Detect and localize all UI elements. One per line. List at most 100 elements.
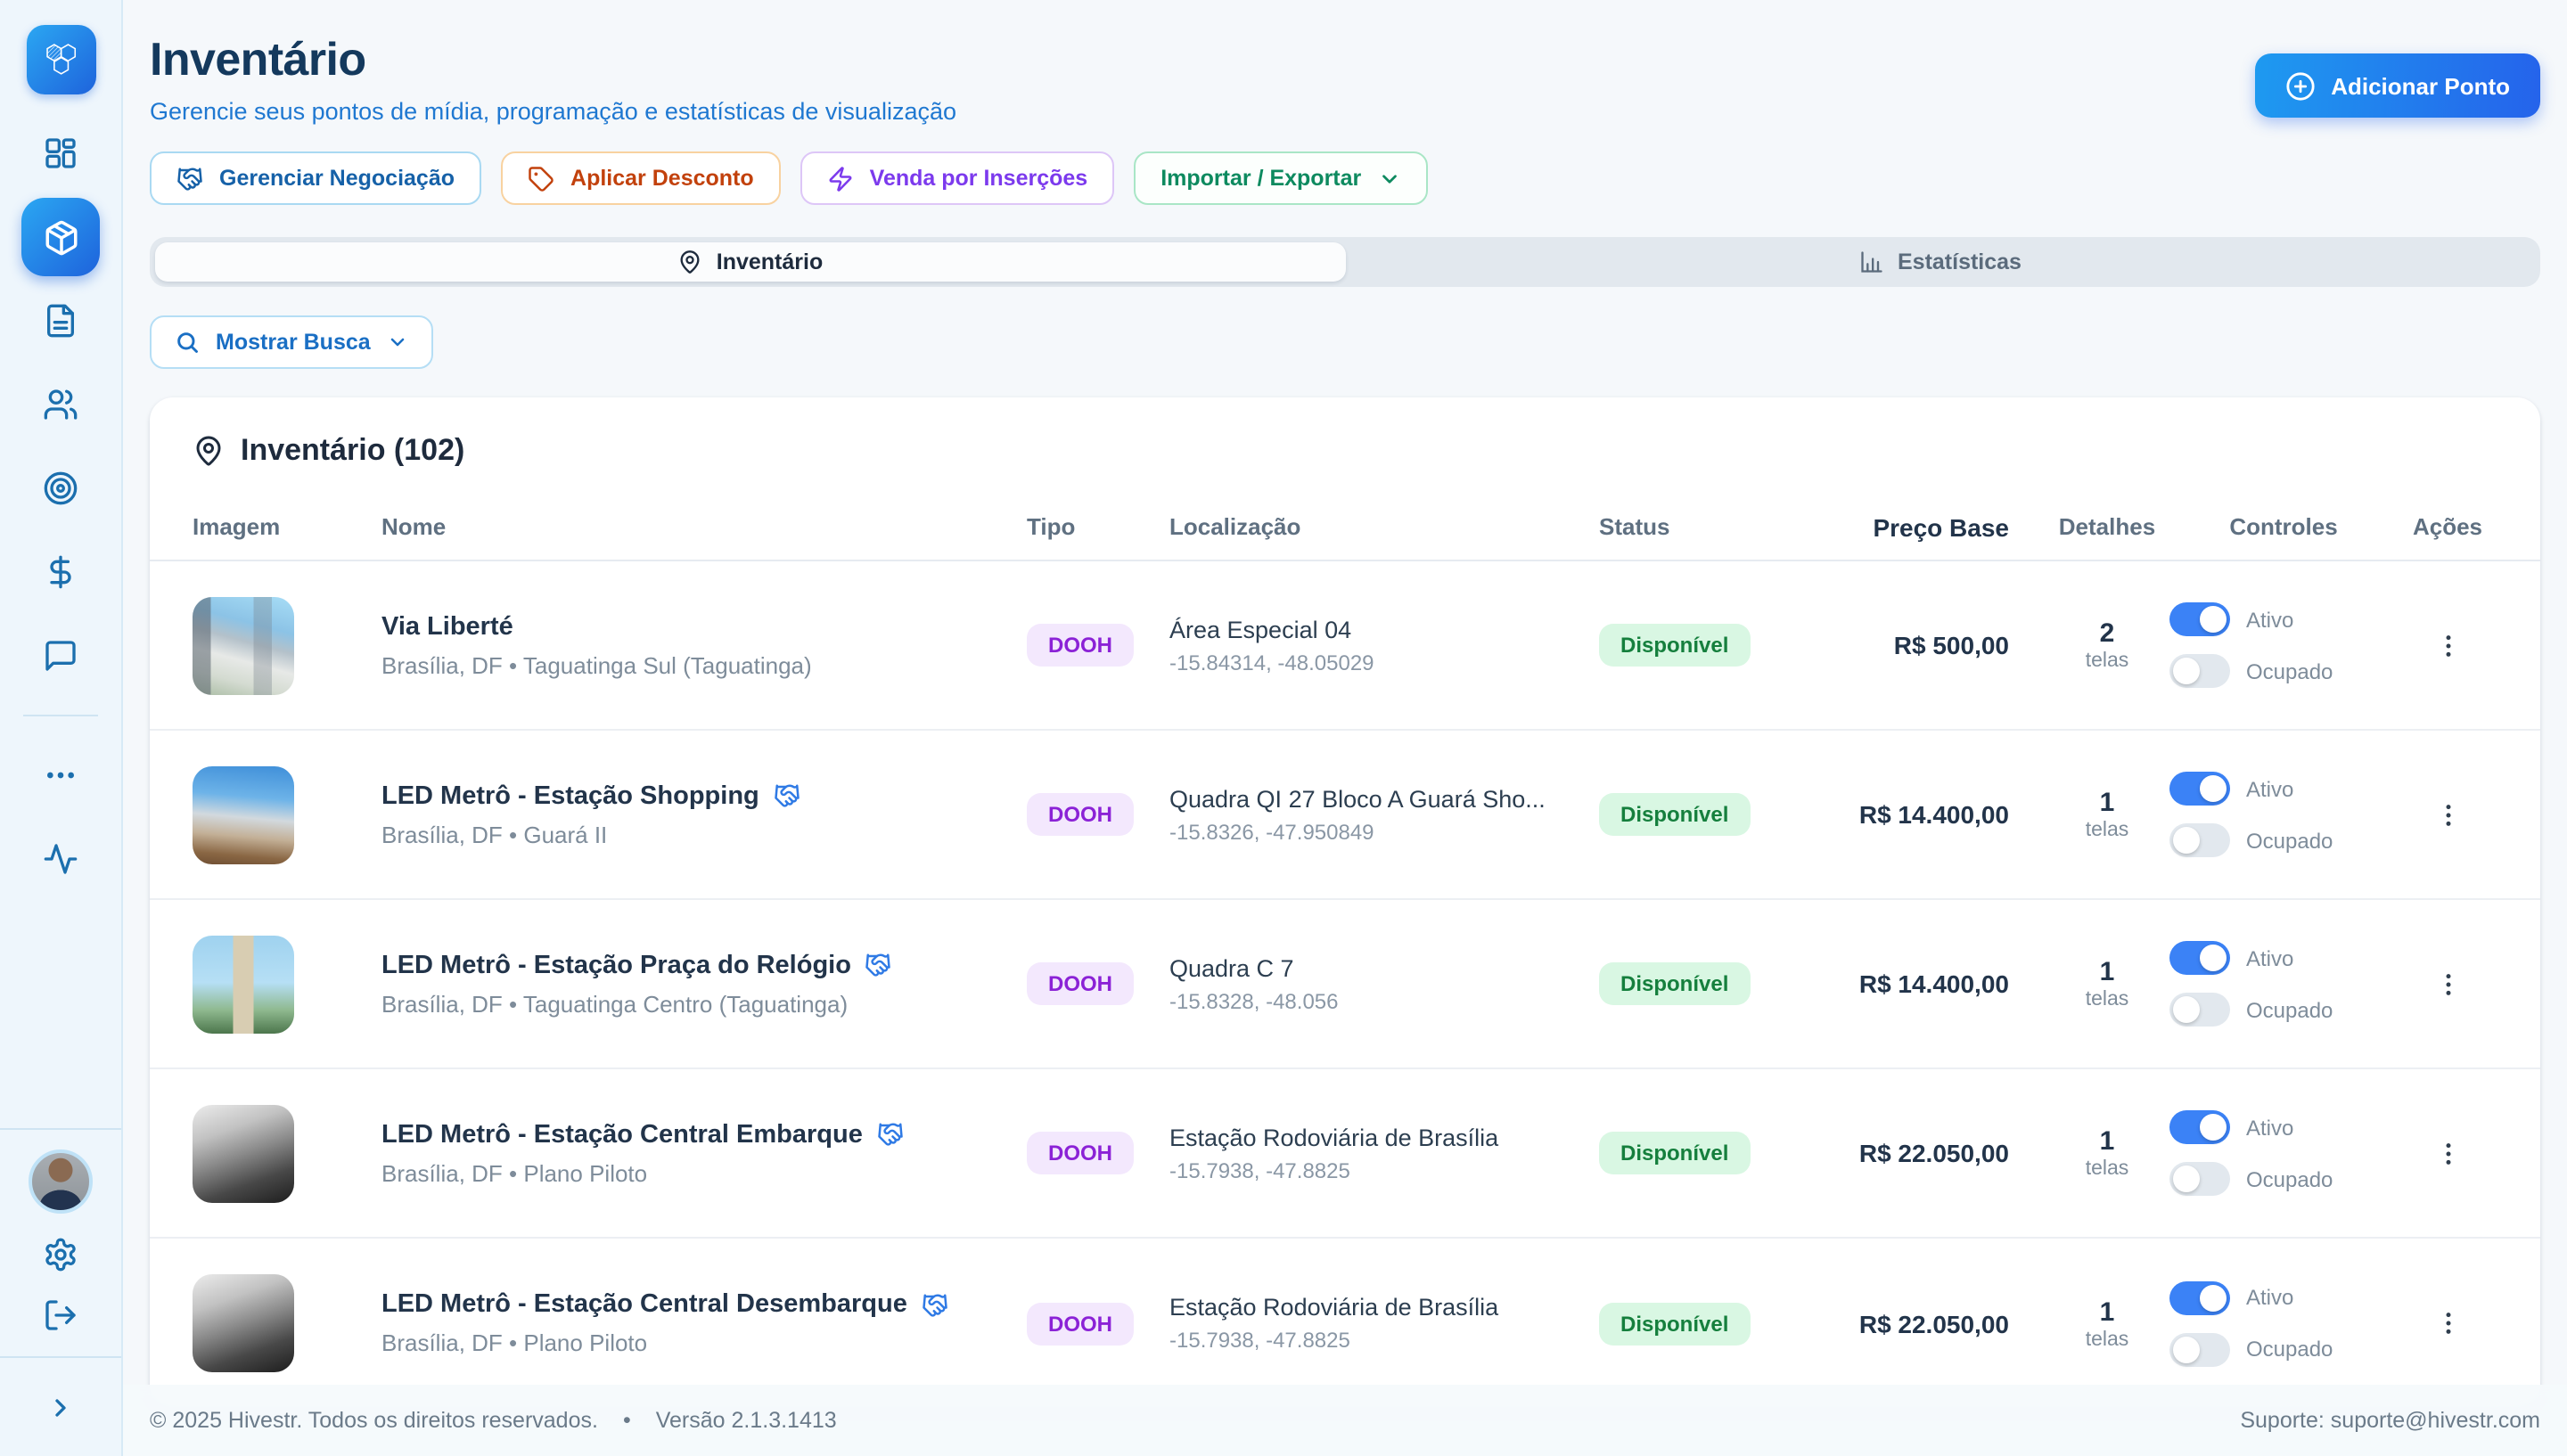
occupied-toggle-label: Ocupado — [2246, 1166, 2333, 1191]
negotiation-handshake-icon — [865, 952, 892, 978]
screens-count: 1 — [2045, 1126, 2169, 1157]
page-header: Inventário Gerencie seus pontos de mídia… — [150, 0, 2540, 125]
package-icon — [42, 218, 79, 256]
point-name: LED Metrô - Estação Shopping — [381, 781, 759, 810]
row-actions-kebab-icon[interactable] — [2428, 795, 2467, 834]
type-badge: DOOH — [1027, 1302, 1134, 1345]
inventory-card: Inventário (102) Imagem Nome Tipo Locali… — [150, 397, 2540, 1408]
status-badge: Disponível — [1599, 624, 1750, 667]
zap-icon — [827, 165, 854, 192]
import-export-button[interactable]: Importar / Exportar — [1134, 151, 1427, 205]
table-row: LED Metrô - Estação Central Embarque Bra… — [150, 1069, 2540, 1239]
apply-discount-button[interactable]: Aplicar Desconto — [501, 151, 781, 205]
sidebar — [0, 0, 123, 1456]
active-toggle[interactable] — [2169, 1280, 2230, 1314]
screens-count: 1 — [2045, 957, 2169, 987]
sale-by-insertions-button[interactable]: Venda por Inserções — [800, 151, 1115, 205]
table-body: Via Liberté Brasília, DF • Taguatinga Su… — [150, 561, 2540, 1408]
table-row: LED Metrô - Estação Praça do Relógio Bra… — [150, 900, 2540, 1069]
occupied-toggle[interactable] — [2169, 1332, 2230, 1366]
active-toggle-label: Ativo — [2246, 1115, 2293, 1140]
show-search-button[interactable]: Mostrar Busca — [150, 315, 433, 369]
settings-gear-icon[interactable] — [41, 1235, 80, 1274]
page-subtitle: Gerencie seus pontos de mídia, programaç… — [150, 98, 2540, 125]
add-point-button[interactable]: Adicionar Ponto — [2254, 53, 2540, 118]
point-image[interactable] — [193, 596, 294, 694]
plus-circle-icon — [2284, 70, 2315, 101]
support-email-text: Suporte: suporte@hivestr.com — [2240, 1408, 2540, 1433]
row-actions-kebab-icon[interactable] — [2428, 964, 2467, 1003]
users-icon[interactable] — [41, 385, 80, 424]
inventory-card-header: Inventário (102) — [150, 397, 2540, 494]
avatar[interactable] — [29, 1149, 93, 1214]
activity-icon[interactable] — [41, 839, 80, 879]
type-badge: DOOH — [1027, 793, 1134, 836]
active-toggle[interactable] — [2169, 772, 2230, 806]
base-price: R$ 22.050,00 — [1849, 1139, 2045, 1167]
point-image[interactable] — [193, 765, 294, 863]
row-actions-kebab-icon[interactable] — [2428, 1304, 2467, 1343]
table-row: LED Metrô - Estação Central Desembarque … — [150, 1239, 2540, 1408]
column-header-nome: Nome — [381, 513, 1027, 540]
point-address: Quadra QI 27 Bloco A Guará Sho... — [1169, 785, 1599, 812]
point-coordinates: -15.8328, -48.056 — [1169, 988, 1599, 1013]
page-title: Inventário — [150, 32, 2540, 87]
occupied-toggle[interactable] — [2169, 993, 2230, 1027]
point-image[interactable] — [193, 1104, 294, 1202]
footer-bar: © 2025 Hivestr. Todos os direitos reserv… — [123, 1385, 2567, 1456]
more-dots-icon[interactable] — [41, 756, 80, 795]
map-pin-icon — [193, 435, 225, 467]
tab-estatisticas[interactable]: Estatísticas — [1345, 242, 2535, 282]
document-icon[interactable] — [41, 301, 80, 340]
column-header-status: Status — [1599, 513, 1849, 540]
dollar-icon[interactable] — [41, 552, 80, 592]
screens-count: 1 — [2045, 1296, 2169, 1327]
tab-inventario[interactable]: Inventário — [155, 242, 1345, 282]
row-actions-kebab-icon[interactable] — [2428, 1133, 2467, 1173]
chevron-down-icon — [387, 331, 408, 353]
occupied-toggle[interactable] — [2169, 1162, 2230, 1196]
point-image[interactable] — [193, 935, 294, 1033]
point-location-summary: Brasília, DF • Taguatinga Sul (Taguating… — [381, 651, 1027, 678]
occupied-toggle-label: Ocupado — [2246, 1337, 2333, 1362]
point-coordinates: -15.84314, -48.05029 — [1169, 650, 1599, 675]
app-window: Inventário Gerencie seus pontos de mídia… — [0, 0, 2567, 1456]
point-address: Quadra C 7 — [1169, 954, 1599, 981]
active-toggle[interactable] — [2169, 602, 2230, 636]
dashboard-grid-icon[interactable] — [41, 134, 80, 173]
screens-unit-label: telas — [2045, 820, 2169, 841]
table-row: Via Liberté Brasília, DF • Taguatinga Su… — [150, 561, 2540, 731]
point-name: LED Metrô - Estação Praça do Relógio — [381, 951, 851, 979]
occupied-toggle[interactable] — [2169, 823, 2230, 857]
main-content: Inventário Gerencie seus pontos de mídia… — [123, 0, 2567, 1456]
point-location-summary: Brasília, DF • Guará II — [381, 821, 1027, 847]
sidebar-item-inventory-active[interactable] — [21, 198, 100, 276]
active-toggle-label: Ativo — [2246, 776, 2293, 801]
column-header-imagem: Imagem — [193, 513, 381, 540]
active-toggle[interactable] — [2169, 941, 2230, 975]
column-header-controles: Controles — [2169, 513, 2398, 540]
active-toggle-label: Ativo — [2246, 607, 2293, 632]
chevron-right-icon[interactable] — [41, 1387, 80, 1427]
chat-icon[interactable] — [41, 636, 80, 675]
occupied-toggle[interactable] — [2169, 654, 2230, 688]
row-actions-kebab-icon[interactable] — [2428, 626, 2467, 665]
type-badge: DOOH — [1027, 624, 1134, 667]
bar-chart-icon — [1858, 249, 1883, 274]
logout-icon[interactable] — [41, 1296, 80, 1335]
sidebar-expand-section — [0, 1356, 121, 1456]
manage-negotiation-button[interactable]: Gerenciar Negociação — [150, 151, 481, 205]
screens-unit-label: telas — [2045, 650, 2169, 672]
point-image[interactable] — [193, 1274, 294, 1372]
screens-unit-label: telas — [2045, 1158, 2169, 1180]
app-logo[interactable] — [26, 25, 95, 94]
screens-count: 1 — [2045, 788, 2169, 818]
target-icon[interactable] — [41, 469, 80, 508]
base-price: R$ 500,00 — [1849, 631, 2045, 659]
point-location-summary: Brasília, DF • Taguatinga Centro (Taguat… — [381, 990, 1027, 1017]
active-toggle[interactable] — [2169, 1110, 2230, 1144]
sidebar-nav — [21, 134, 100, 879]
sidebar-divider — [23, 715, 98, 716]
point-coordinates: -15.8326, -47.950849 — [1169, 819, 1599, 844]
table-row: LED Metrô - Estação Shopping Brasília, D… — [150, 731, 2540, 900]
